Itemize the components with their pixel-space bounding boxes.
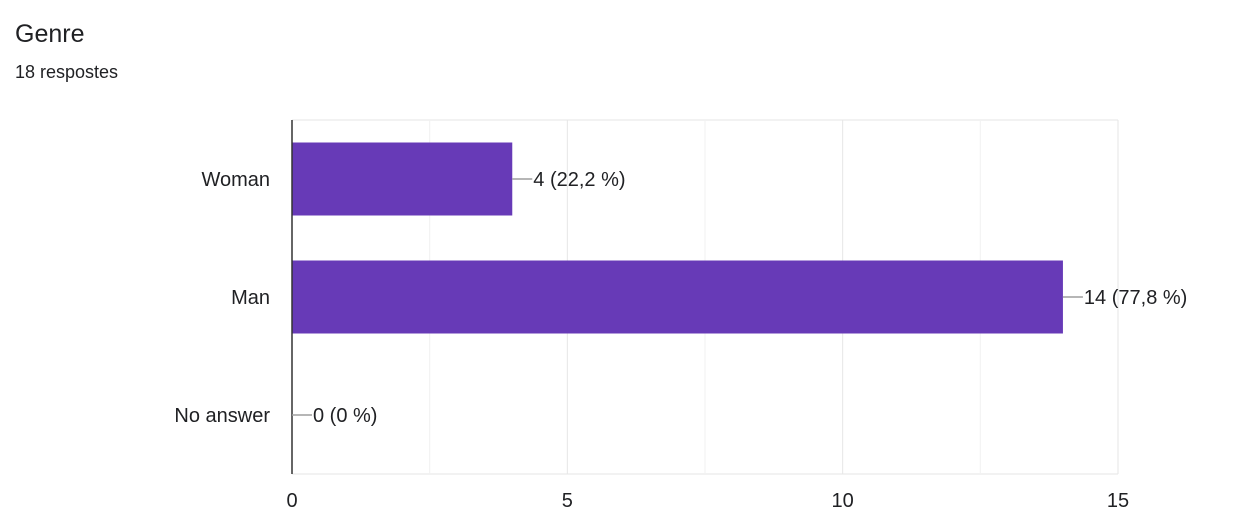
x-tick-label: 10 [832, 490, 854, 512]
data-label: 14 (77,8 %) [1084, 287, 1187, 309]
question-title: Genre [15, 20, 85, 48]
response-count: 18 respostes [15, 62, 119, 82]
category-label: Man [231, 287, 270, 309]
x-tick-label: 15 [1107, 490, 1129, 512]
data-label: 0 (0 %) [313, 405, 377, 427]
category-label: No answer [174, 405, 270, 427]
bars [292, 142, 1063, 334]
labels: Woman 4 (22,2 %) Man 14 (77,8 %) No answer 0 … [174, 169, 1187, 427]
x-tick-label: 5 [562, 490, 573, 512]
x-tick-label: 0 [286, 490, 297, 512]
category-label: Woman [201, 169, 270, 191]
bar-woman [292, 142, 513, 216]
bar-man [292, 260, 1063, 334]
data-label: 4 (22,2 %) [533, 169, 625, 191]
